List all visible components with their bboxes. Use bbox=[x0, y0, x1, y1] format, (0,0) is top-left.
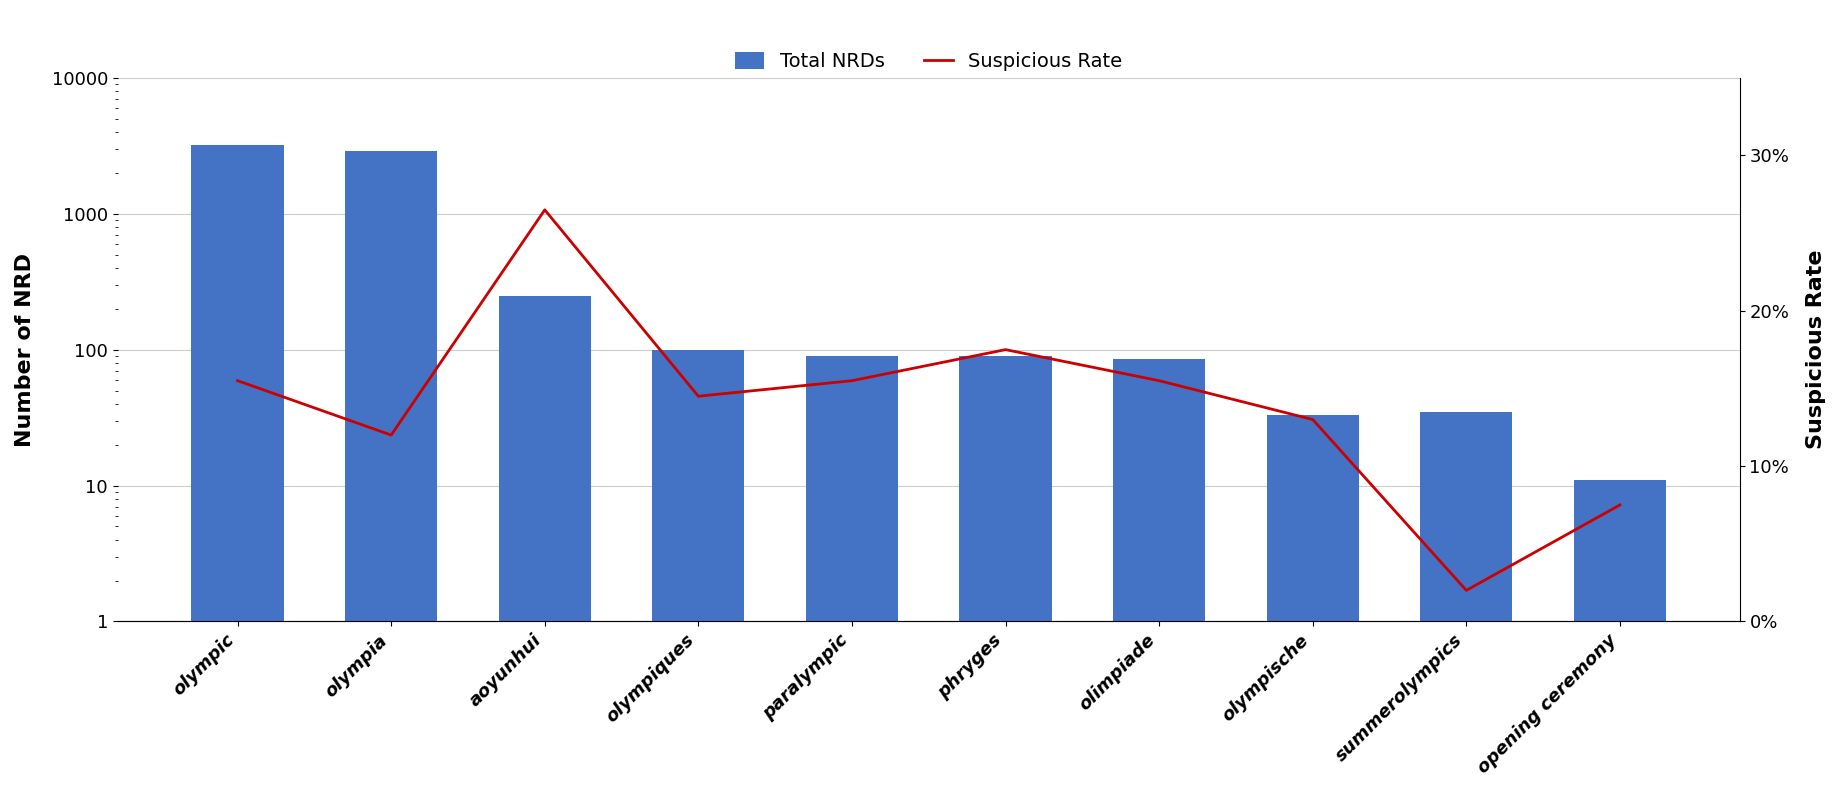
Suspicious Rate bbox=[534, 205, 556, 215]
Legend: Total NRDs, Suspicious Rate: Total NRDs, Suspicious Rate bbox=[727, 44, 1130, 79]
Bar bbox=[1574, 480, 1666, 792]
Suspicious Rate bbox=[687, 391, 709, 401]
Bar bbox=[1267, 415, 1359, 792]
Bar bbox=[959, 356, 1051, 792]
Bar bbox=[344, 151, 438, 792]
Suspicious Rate bbox=[1609, 501, 1631, 510]
Suspicious Rate bbox=[841, 376, 863, 386]
Y-axis label: Suspicious Rate: Suspicious Rate bbox=[1806, 250, 1826, 449]
Suspicious Rate bbox=[994, 345, 1016, 354]
Suspicious Rate bbox=[1149, 376, 1171, 386]
Suspicious Rate bbox=[226, 376, 249, 386]
Bar bbox=[1419, 412, 1513, 792]
Bar bbox=[499, 295, 591, 792]
Suspicious Rate bbox=[1454, 585, 1476, 595]
Bar bbox=[1114, 360, 1206, 792]
Bar bbox=[191, 145, 284, 792]
Bar bbox=[806, 356, 898, 792]
Line: Suspicious Rate: Suspicious Rate bbox=[237, 210, 1620, 590]
Y-axis label: Number of NRD: Number of NRD bbox=[15, 253, 35, 447]
Suspicious Rate bbox=[1302, 415, 1324, 425]
Bar bbox=[652, 349, 744, 792]
Suspicious Rate bbox=[379, 430, 401, 440]
